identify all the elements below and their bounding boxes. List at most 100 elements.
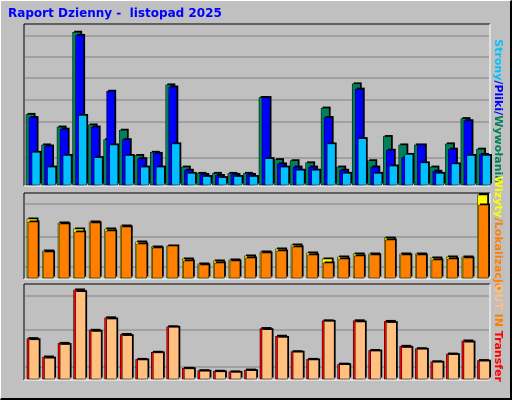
pages-bar xyxy=(31,152,41,186)
legend-requests-part: / xyxy=(492,111,505,116)
transfer-out-bar xyxy=(168,327,180,380)
sites-bar xyxy=(478,204,489,279)
legend-transfer-part: Transfer xyxy=(492,331,505,383)
pages-bar xyxy=(435,173,445,186)
pages-bar xyxy=(47,166,56,186)
transfer-out-bar xyxy=(292,352,304,380)
transfer-out-bar xyxy=(261,329,273,380)
sites-bar xyxy=(136,243,147,279)
transfer-out-bar xyxy=(354,321,366,380)
sites-bar xyxy=(58,223,70,279)
transfer-out-bar xyxy=(479,360,490,380)
legend-requests: Strony/Pliki/Wywołania xyxy=(492,39,505,183)
sites-bar xyxy=(338,258,349,279)
transfer-out-bar xyxy=(448,354,459,380)
pages-bar xyxy=(482,155,491,186)
legend-visitors-part: Wizyty xyxy=(492,176,505,218)
transfer-out-bar xyxy=(246,370,257,380)
pages-bar xyxy=(326,143,336,186)
transfer-out-bar xyxy=(339,364,350,380)
sites-bar xyxy=(307,254,318,279)
pages-bar xyxy=(357,138,367,186)
transfer-out-bar xyxy=(106,318,117,380)
sites-bar xyxy=(353,255,365,279)
transfer-out-bar xyxy=(215,371,226,380)
transfer-out-bar xyxy=(401,347,413,380)
pages-bar xyxy=(93,157,103,186)
transfer-out-bar xyxy=(463,341,475,380)
transfer-out-bar xyxy=(59,344,71,380)
sites-bar xyxy=(462,257,474,279)
sites-bar xyxy=(385,239,396,279)
transfer-out-bar xyxy=(370,350,381,380)
sites-bar xyxy=(43,251,54,279)
sites-bar xyxy=(322,262,334,279)
legend-transfer-part: IN xyxy=(492,310,505,331)
pages-bar xyxy=(249,176,258,186)
pages-bar xyxy=(202,176,212,186)
transfer-out-bar xyxy=(432,362,444,380)
pages-bar xyxy=(420,162,429,186)
sites-bar xyxy=(74,231,85,279)
transfer-out-bar xyxy=(44,357,55,380)
pages-bar xyxy=(311,170,320,186)
pages-bar xyxy=(295,170,305,186)
transfer-out-bar xyxy=(277,337,288,380)
transfer-out-bar xyxy=(184,368,195,380)
pages-bar xyxy=(187,173,196,186)
pages-bar xyxy=(342,173,351,186)
sites-bar xyxy=(291,246,303,279)
pages-bar xyxy=(264,158,274,186)
panel-1-background xyxy=(24,193,490,279)
sites-bar xyxy=(229,260,241,279)
pages-bar xyxy=(62,155,72,186)
sites-bar xyxy=(276,250,287,279)
transfer-out-bar xyxy=(153,352,164,380)
sites-bar xyxy=(416,254,427,279)
pages-bar xyxy=(156,166,165,186)
transfer-out-bar xyxy=(323,321,335,380)
pages-bar xyxy=(140,166,149,186)
pages-bar xyxy=(124,155,134,186)
sites-bar xyxy=(167,245,179,279)
transfer-out-bar xyxy=(28,339,40,380)
transfer-out-bar xyxy=(90,331,102,380)
legend-requests-part: Strony xyxy=(492,39,505,80)
sites-bar xyxy=(152,247,163,279)
transfer-out-bar xyxy=(230,372,242,380)
sites-bar xyxy=(369,254,380,279)
sites-bar xyxy=(105,230,116,279)
transfer-out-bar xyxy=(199,371,211,380)
pages-bar xyxy=(233,176,243,186)
sites-bar xyxy=(400,254,412,279)
pages-bar xyxy=(78,115,87,186)
pages-bar xyxy=(171,143,181,186)
sites-bar xyxy=(431,259,443,279)
legend-transfer: OUT IN Transfer xyxy=(492,284,505,383)
transfer-out-bar xyxy=(121,335,133,380)
legend-visitors-part: / xyxy=(492,218,505,223)
pages-bar xyxy=(451,163,460,186)
sites-bar xyxy=(120,226,132,279)
sites-bar xyxy=(198,264,210,279)
legend-transfer-part: OUT xyxy=(492,284,505,310)
chart-title: Raport Dzienny - listopad 2025 xyxy=(8,6,222,20)
sites-bar xyxy=(214,262,225,279)
sites-bar xyxy=(260,252,272,279)
sites-bar xyxy=(89,222,101,279)
legend-requests-part: Wywołania xyxy=(492,115,505,183)
pages-bar xyxy=(466,155,476,186)
legend-visitors-part: Lokalizacje xyxy=(492,222,505,290)
legend-visitors: Wizyty/Lokalizacje xyxy=(492,176,505,290)
sites-bar xyxy=(27,221,39,279)
pages-bar xyxy=(404,154,414,186)
pages-bar xyxy=(373,173,382,186)
pages-bar xyxy=(280,166,289,186)
legend-requests-part: Pliki xyxy=(492,84,505,111)
transfer-out-bar xyxy=(308,359,319,380)
transfer-out-bar xyxy=(386,322,397,380)
sites-bar xyxy=(245,257,256,279)
pages-bar xyxy=(389,165,398,186)
